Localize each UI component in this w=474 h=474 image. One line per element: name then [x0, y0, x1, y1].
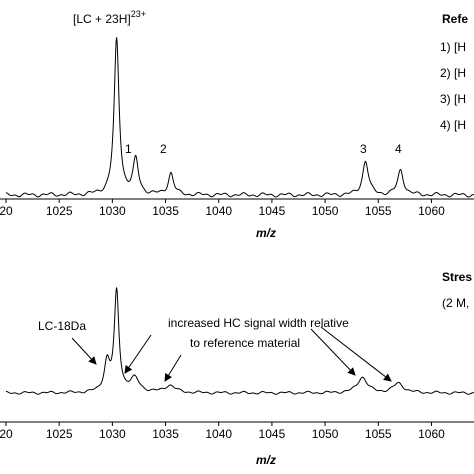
bottom-legend-title: Stres	[442, 270, 472, 284]
bottom-x-tick-label: 1060	[418, 427, 445, 441]
bottom-x-tick-label: 1030	[99, 427, 126, 441]
top-axis-title: m/z	[256, 226, 276, 240]
arrow-hc-4	[320, 326, 392, 382]
top-x-tick-label: 1050	[312, 204, 339, 218]
bottom-x-tick-label: 1040	[205, 427, 232, 441]
bottom-x-tick-label: 1035	[152, 427, 179, 441]
top-peak-label-3: 3	[360, 142, 367, 156]
top-legend-title: Refe	[442, 12, 468, 26]
top-legend-item-2: 2) [H	[440, 66, 466, 80]
top-x-tick-label: 1035	[152, 204, 179, 218]
bottom-x-tick-labels: 20 1025 1030 1035 1040 1045 1050 1055 1060	[0, 427, 445, 441]
bottom-spectrum-line	[5, 287, 474, 395]
top-x-tick-labels: 20 1025 1030 1035 1040 1045 1050 1055 1060	[0, 204, 445, 218]
bottom-annotation-lc18: LC-18Da	[38, 319, 86, 333]
top-peak-label-4: 4	[395, 142, 402, 156]
top-x-tick-label: 1040	[205, 204, 232, 218]
top-legend-item-1: 1) [H	[440, 40, 466, 54]
arrow-hc-1	[124, 334, 152, 374]
top-peak-label-main: [LC + 23H]23+	[73, 9, 146, 26]
bottom-annotation-line1: increased HC signal width relative	[168, 316, 349, 330]
top-x-tick-label: 1030	[99, 204, 126, 218]
bottom-x-tick-label: 1055	[365, 427, 392, 441]
top-legend-item-3: 3) [H	[440, 92, 466, 106]
top-peak-label-1: 1	[125, 142, 132, 156]
bottom-panel: 20 1025 1030 1035 1040 1045 1050 1055 1060 LC-18…	[0, 270, 474, 467]
bottom-x-tick-label: 1050	[312, 427, 339, 441]
bottom-x-tick-label: 1045	[259, 427, 286, 441]
top-legend-item-4: 4) [H	[440, 118, 466, 132]
top-spectrum-line	[5, 37, 474, 198]
arrow-hc-2	[164, 354, 182, 382]
bottom-axis-title: m/z	[256, 453, 276, 467]
top-x-tick-label: 1025	[46, 204, 73, 218]
bottom-x-tick-label: 20	[0, 427, 13, 441]
top-x-tick-label: 1055	[365, 204, 392, 218]
top-x-tick-label: 1060	[418, 204, 445, 218]
top-peak-label-2: 2	[160, 142, 167, 156]
top-x-tick-label: 20	[0, 204, 13, 218]
bottom-x-ticks	[5, 422, 432, 426]
top-x-ticks	[5, 199, 432, 203]
bottom-annotation-line2: to reference material	[190, 336, 300, 350]
top-x-tick-label: 1045	[259, 204, 286, 218]
bottom-x-tick-label: 1025	[46, 427, 73, 441]
arrow-lc18	[71, 337, 97, 365]
bottom-legend-subtitle: (2 M,	[442, 296, 469, 310]
top-panel: 20 1025 1030 1035 1040 1045 1050 1055 1060 [LC +…	[0, 9, 474, 240]
arrow-hc-3	[310, 328, 356, 376]
